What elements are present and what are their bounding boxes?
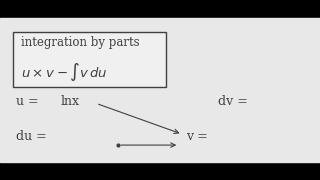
FancyBboxPatch shape — [13, 32, 166, 87]
Text: integration by parts: integration by parts — [21, 36, 140, 49]
Text: lnx: lnx — [61, 95, 80, 108]
Text: v =: v = — [186, 130, 207, 143]
Text: u =: u = — [16, 95, 39, 108]
Bar — [0, 18, 320, 162]
Text: du =: du = — [16, 130, 47, 143]
Text: dv =: dv = — [218, 95, 247, 108]
Bar — [0, 162, 320, 180]
Text: $u \times v - \int v\,du$: $u \times v - \int v\,du$ — [21, 61, 108, 83]
Bar — [0, 0, 320, 18]
